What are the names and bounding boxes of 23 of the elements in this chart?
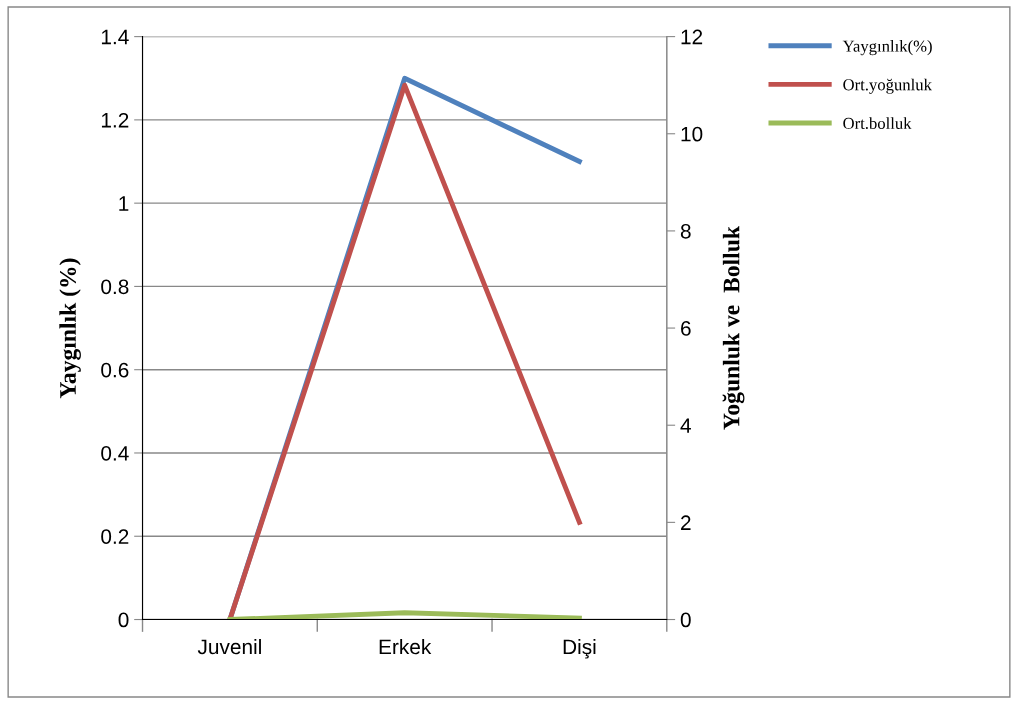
y2-tick-label: 12 <box>681 29 703 45</box>
y-axis-title: Yaygınlık (%) <box>59 258 81 399</box>
y-tick-label: 0.2 <box>101 529 129 544</box>
y-tick-label: 1.2 <box>101 112 129 128</box>
y2-tick-label: 2 <box>681 515 691 530</box>
legend-label: Ort.bolluk <box>843 117 912 130</box>
y-tick-label: 1 <box>119 196 129 211</box>
y-tick-label: 0 <box>118 612 129 628</box>
y-tick-label: 1.4 <box>101 29 129 45</box>
x-tick-label: Erkek <box>379 638 432 655</box>
y-tick-label: 0.6 <box>101 362 129 378</box>
legend-label: Yaygınlık(%) <box>842 40 932 56</box>
y2-axis-title: Yoğunluk ve Bolluk <box>722 226 745 430</box>
y2-tick-label: 6 <box>681 321 691 336</box>
y-tick-label: 0.8 <box>101 279 129 295</box>
y2-tick-label: 4 <box>680 418 691 433</box>
y2-tick-label: 10 <box>681 126 703 142</box>
y2-tick-label: 8 <box>680 223 691 239</box>
y-tick-label: 0.4 <box>101 445 129 461</box>
x-tick-label: Dişi <box>563 638 596 659</box>
legend-label: Ort.yoğunluk <box>843 78 932 94</box>
y2-tick-label: 0 <box>680 612 691 628</box>
x-tick-label: Juvenil <box>197 638 261 655</box>
